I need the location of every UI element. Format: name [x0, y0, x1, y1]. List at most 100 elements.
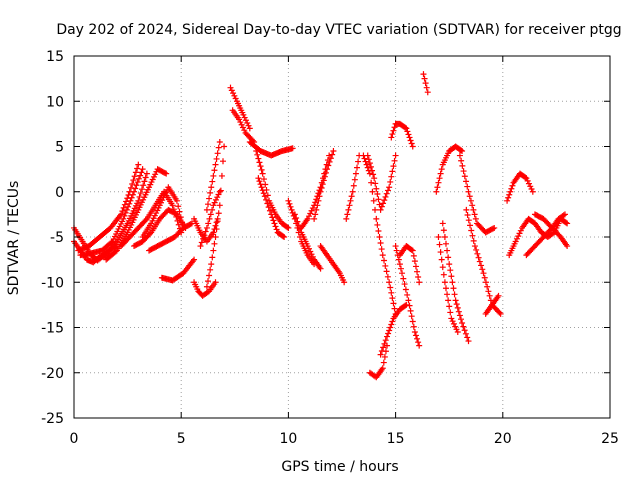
- data-point: [446, 303, 453, 310]
- data-point: [240, 111, 247, 118]
- data-point: [441, 234, 448, 240]
- data-point: [375, 196, 382, 203]
- data-point: [134, 165, 141, 172]
- data-point: [468, 227, 475, 234]
- data-point: [260, 190, 267, 197]
- data-point: [365, 156, 372, 163]
- data-point: [215, 144, 222, 151]
- data-point: [313, 206, 320, 213]
- data-point: [133, 182, 140, 189]
- data-point: [449, 279, 456, 286]
- data-point: [445, 254, 452, 261]
- series-arc-21: [255, 175, 288, 240]
- data-point: [564, 243, 571, 250]
- data-point: [379, 365, 386, 372]
- data-point: [453, 326, 460, 333]
- data-point: [473, 246, 480, 253]
- data-point: [461, 173, 468, 180]
- series-arc-39: [456, 152, 498, 236]
- data-point: [388, 173, 395, 180]
- data-point: [404, 291, 411, 298]
- data-point: [255, 155, 262, 162]
- y-tick-label: 0: [55, 185, 64, 201]
- data-point: [319, 181, 326, 188]
- data-point: [369, 167, 376, 174]
- data-point: [456, 312, 463, 319]
- data-point: [135, 161, 142, 168]
- data-point: [408, 140, 415, 147]
- data-point: [326, 158, 333, 165]
- data-point: [161, 170, 168, 177]
- data-point: [525, 180, 532, 187]
- data-point: [496, 309, 503, 316]
- data-point: [528, 186, 535, 193]
- data-point: [439, 220, 446, 227]
- data-point: [397, 265, 404, 272]
- data-point: [441, 279, 448, 286]
- data-point: [258, 166, 265, 173]
- data-point: [203, 224, 210, 231]
- data-point: [440, 227, 447, 234]
- data-point: [387, 178, 394, 185]
- data-point: [187, 221, 194, 228]
- x-axis-label: GPS time / hours: [281, 459, 398, 475]
- data-point: [323, 166, 330, 173]
- data-point: [355, 158, 362, 165]
- data-point: [410, 323, 417, 330]
- data-point: [405, 131, 412, 138]
- data-point: [281, 234, 288, 240]
- data-point: [447, 309, 454, 316]
- data-point: [293, 214, 300, 221]
- data-point: [410, 252, 417, 259]
- data-point: [217, 187, 224, 194]
- data-point: [393, 247, 400, 254]
- data-point: [263, 196, 270, 203]
- y-axis-label: SDTVAR / TECUs: [6, 181, 22, 296]
- series-arc-38: [435, 234, 461, 336]
- data-point: [391, 157, 398, 164]
- data-point: [385, 330, 392, 337]
- data-point: [467, 197, 474, 204]
- data-point: [121, 212, 128, 219]
- data-point: [291, 211, 298, 218]
- data-point: [384, 333, 391, 340]
- data-point: [216, 202, 223, 209]
- data-point: [363, 161, 370, 168]
- data-point: [316, 193, 323, 200]
- data-point: [207, 189, 214, 196]
- data-point: [469, 202, 476, 209]
- data-point: [465, 188, 472, 195]
- data-point: [371, 175, 378, 182]
- data-point: [322, 169, 329, 176]
- data-point: [268, 211, 275, 218]
- data-point: [231, 92, 238, 99]
- data-point: [447, 267, 454, 274]
- data-point: [146, 230, 153, 237]
- data-point: [118, 211, 125, 218]
- data-point: [372, 206, 379, 213]
- data-point: [288, 206, 295, 213]
- data-point: [246, 125, 253, 132]
- series-arc-06: [103, 166, 170, 263]
- data-point: [216, 188, 223, 195]
- data-point: [403, 125, 410, 132]
- data-point: [489, 225, 496, 232]
- data-point: [241, 127, 248, 134]
- data-point: [424, 89, 431, 96]
- data-point: [377, 240, 384, 247]
- data-point: [436, 241, 443, 248]
- data-point: [516, 230, 523, 237]
- series-arc-14: [197, 188, 223, 250]
- data-point: [210, 229, 217, 236]
- series-arc-17: [227, 84, 253, 132]
- data-point: [409, 247, 416, 254]
- data-point: [256, 159, 263, 166]
- data-point: [506, 191, 513, 198]
- data-point: [128, 194, 135, 201]
- data-point: [384, 187, 391, 194]
- y-tick-label: 5: [55, 140, 64, 156]
- data-point: [202, 228, 209, 235]
- data-point: [513, 235, 520, 242]
- series-arc-32: [388, 120, 416, 150]
- data-point: [482, 279, 489, 286]
